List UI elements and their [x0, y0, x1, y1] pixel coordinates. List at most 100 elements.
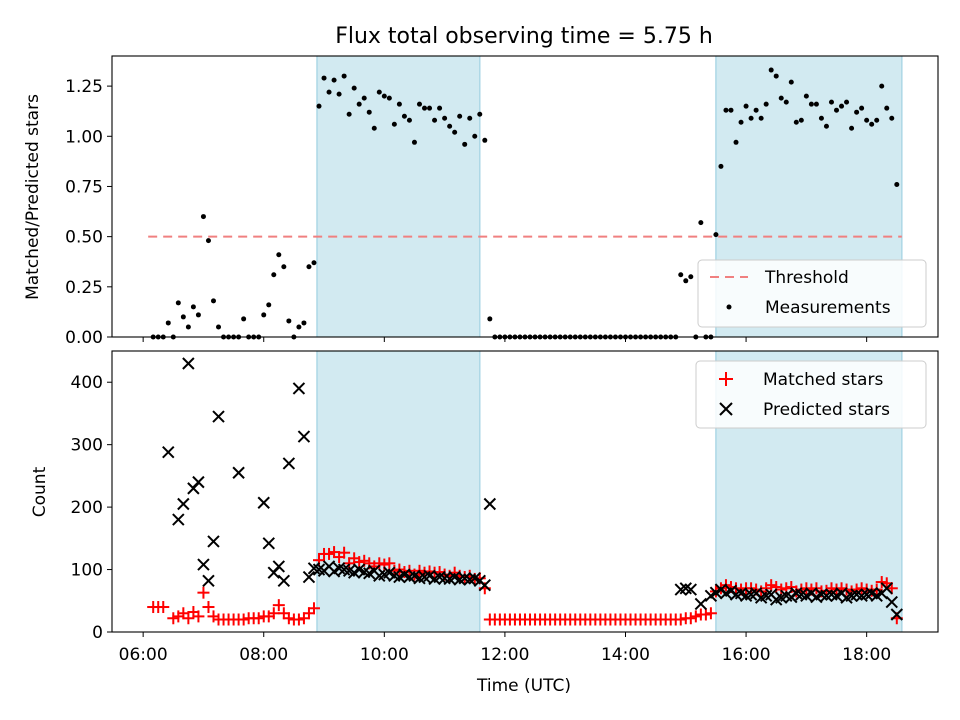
measurement-point — [487, 316, 493, 322]
count-axis-ticks: 0 100 200 300 400 06:00 08:00 10:00 12:00 14:00 16… — [71, 373, 892, 665]
measurement-point — [316, 103, 322, 109]
legend-measurements-label: Measurements — [765, 298, 891, 318]
predicted-stars-point — [202, 574, 215, 588]
y-tick-label: 1.25 — [65, 77, 103, 97]
predicted-stars-point — [232, 466, 245, 479]
measurement-point — [351, 85, 357, 91]
measurement-point — [793, 119, 799, 125]
matched-stars-point — [167, 612, 180, 625]
measurement-point — [216, 324, 222, 330]
predicted-stars-point — [177, 497, 190, 511]
predicted-stars-point — [297, 430, 311, 443]
measurement-point — [180, 314, 186, 320]
x-tick-label: 14:00 — [601, 645, 650, 665]
matched-stars-point — [252, 612, 265, 625]
measurement-point — [738, 119, 744, 125]
measurement-point — [818, 115, 824, 121]
matched-stars-point — [875, 576, 888, 589]
matched-stars-point — [825, 582, 838, 595]
measurement-point — [366, 109, 372, 115]
measurement-point — [798, 117, 804, 123]
measurement-point — [864, 117, 870, 123]
predicted-stars-point — [890, 608, 904, 621]
count-panel: 0 100 200 300 400 06:00 08:00 10:00 12:00 14:00 16… — [30, 350, 939, 696]
matched-stars-point — [674, 613, 687, 626]
y-tick-label: 1.00 — [65, 127, 103, 147]
matched-stars-point — [855, 582, 868, 595]
measurement-point — [396, 101, 402, 107]
measurement-point — [346, 111, 352, 117]
measurement-point — [844, 99, 850, 105]
ratio-plot-frame — [111, 55, 939, 338]
measurement-point — [828, 99, 834, 105]
x-tick-label: 06:00 — [119, 645, 168, 665]
matched-stars-point — [383, 557, 396, 570]
matched-stars-point — [699, 608, 712, 621]
measurement-point — [286, 318, 292, 324]
measurement-point — [854, 109, 860, 115]
measurement-point — [266, 302, 272, 308]
measurement-point — [276, 252, 282, 258]
measurement-point — [753, 107, 759, 113]
measurement-point — [432, 117, 438, 123]
measurement-point — [331, 77, 337, 83]
measurement-point — [326, 89, 332, 95]
matched-stars-point — [292, 613, 305, 626]
measurement-point — [437, 105, 443, 111]
ratio-legend: Threshold Measurements — [697, 259, 927, 328]
matched-stars-point — [192, 610, 205, 623]
measurement-point — [482, 137, 488, 143]
legend-matched-swatch — [719, 372, 733, 386]
measurement-point — [678, 272, 684, 278]
measurement-point — [477, 111, 483, 117]
count-plot-frame — [111, 350, 939, 633]
measurement-point — [823, 123, 829, 129]
measurement-point — [472, 133, 478, 139]
predicted-stars-point — [162, 445, 175, 459]
predicted-stars-point — [438, 572, 451, 585]
count-y-axis-label: Count — [30, 466, 50, 517]
measurement-point — [723, 107, 729, 113]
ratio-y-axis-label: Matched/Predicted stars — [23, 94, 43, 300]
measurement-point — [261, 312, 267, 318]
measurement-point — [200, 214, 206, 220]
measurement-point — [311, 260, 317, 266]
measurement-point — [457, 113, 463, 119]
legend-threshold-label: Threshold — [764, 268, 849, 288]
measurement-point — [205, 238, 211, 244]
matched-stars-point — [307, 602, 320, 615]
predicted-stars-point — [302, 570, 316, 584]
predicted-stars-point — [880, 582, 893, 595]
predicted-stars-point — [262, 537, 275, 550]
measurement-point — [401, 113, 407, 119]
predicted-stars-point — [182, 357, 195, 370]
matched-stars-point — [765, 579, 778, 592]
predicted-stars-point — [257, 496, 270, 509]
measurement-point — [422, 105, 428, 111]
measurement-point — [859, 105, 865, 111]
measurement-point — [713, 232, 719, 238]
measurement-point — [296, 324, 302, 330]
y-tick-label: 0.50 — [65, 228, 103, 248]
predicted-stars-point — [192, 475, 205, 489]
matched-stars-point — [323, 547, 336, 560]
measurement-point — [386, 95, 392, 101]
predicted-stars-point — [282, 457, 296, 470]
y-tick-label: 0.25 — [65, 278, 103, 298]
measurement-point — [381, 93, 387, 99]
predicted-stars-point — [483, 497, 497, 511]
ratio-axis-ticks: 0.00 0.25 0.50 0.75 1.00 1.25 — [65, 77, 868, 348]
measurement-point — [467, 115, 473, 121]
measurement-point — [758, 115, 764, 121]
y-tick-label: 0.75 — [65, 177, 103, 197]
observing-band — [316, 351, 480, 632]
measurement-point — [336, 91, 342, 97]
observing-band — [316, 56, 480, 337]
matched-stars-point — [704, 607, 717, 620]
measurement-point — [803, 93, 809, 99]
measurement-point — [849, 125, 855, 131]
y-tick-label: 400 — [71, 373, 103, 393]
matched-stars-point — [267, 607, 280, 620]
y-tick-label: 0 — [92, 623, 103, 643]
